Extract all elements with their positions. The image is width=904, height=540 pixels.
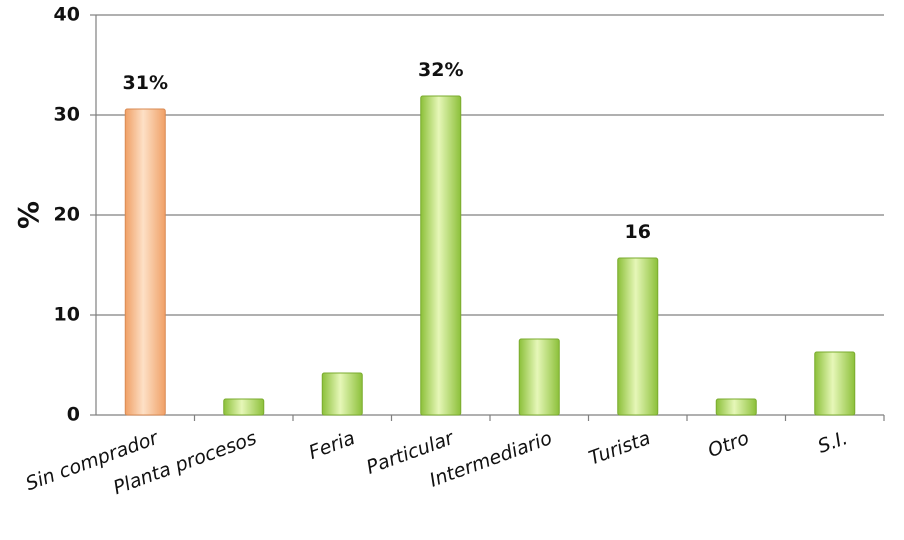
category-label: Otro	[705, 427, 752, 462]
data-label: 16	[625, 221, 651, 243]
bar-3	[420, 95, 462, 416]
y-tick-label: 20	[54, 204, 80, 226]
bar-2	[321, 372, 363, 416]
category-label: Turista	[586, 427, 654, 470]
y-tick-label: 0	[67, 404, 80, 426]
category-label: S.I.	[815, 427, 850, 458]
bar-6	[715, 398, 757, 416]
bar-4	[518, 338, 560, 416]
category-label: Feria	[306, 427, 358, 464]
data-label: 31%	[123, 72, 168, 94]
y-tick-label: 40	[54, 4, 80, 26]
bar-7	[814, 351, 856, 416]
gridlines	[96, 14, 884, 316]
bar-1	[223, 398, 265, 416]
y-tick-label: 30	[54, 104, 80, 126]
axes	[90, 14, 885, 421]
data-label: 32%	[418, 59, 463, 81]
y-axis-label: %	[12, 201, 45, 229]
bar-5	[617, 257, 659, 416]
bar-0	[124, 108, 166, 416]
y-tick-label: 10	[54, 304, 80, 326]
bars	[124, 95, 856, 416]
